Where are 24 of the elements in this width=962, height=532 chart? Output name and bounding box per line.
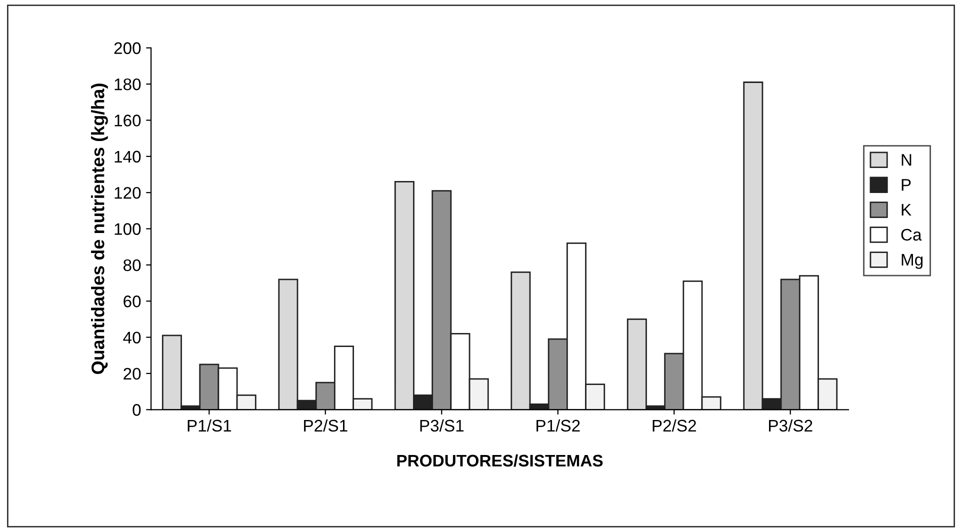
legend-label: K [902, 204, 912, 216]
y-tick-label: 60 [124, 296, 141, 308]
y-tick-label: 120 [114, 186, 141, 199]
y-tick-label: 180 [114, 78, 141, 90]
y-tick-label: 20 [124, 368, 141, 380]
y-tick-label: 200 [114, 42, 141, 54]
y-tick-label: 140 [114, 150, 141, 163]
y-tick-label: 160 [114, 114, 141, 126]
y-tick-label: 40 [123, 332, 141, 344]
legend-label: P [902, 179, 911, 191]
y-tick-label: 80 [124, 259, 141, 272]
x-tick-label: P3/S1 [420, 419, 464, 432]
legend-label: N [902, 154, 912, 166]
y-axis-title: Quantidades de nutrientes (kg/ha) [91, 84, 108, 374]
x-axis-title: PRODUTORES/SISTEMAS [397, 454, 603, 467]
x-tick-label: P2/S2 [652, 419, 696, 432]
x-tick-label: P3/S2 [769, 419, 812, 432]
legend-label: Mg [902, 254, 923, 269]
y-tick-label: 0 [132, 404, 141, 416]
y-tick-label: 100 [114, 223, 141, 235]
x-tick-label: P1/S1 [188, 419, 232, 432]
x-tick-label: P1/S2 [536, 419, 580, 432]
x-tick-label: P2/S1 [304, 419, 348, 432]
legend-label: Ca [901, 228, 922, 241]
